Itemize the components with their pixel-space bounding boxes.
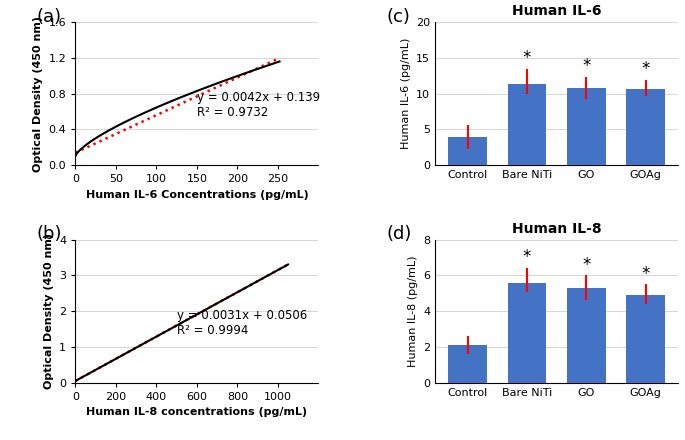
- Text: *: *: [641, 264, 650, 282]
- Y-axis label: Human IL-8 (pg/mL): Human IL-8 (pg/mL): [408, 256, 418, 367]
- Text: *: *: [582, 256, 590, 274]
- Bar: [508, 282, 546, 383]
- Y-axis label: Optical Density (450 nm): Optical Density (450 nm): [33, 15, 43, 172]
- Text: *: *: [523, 49, 531, 67]
- Title: Human IL-6: Human IL-6: [512, 4, 601, 18]
- Bar: [626, 295, 665, 383]
- X-axis label: Human IL-8 concentrations (pg/mL): Human IL-8 concentrations (pg/mL): [86, 407, 308, 418]
- Bar: [449, 345, 487, 383]
- Text: y = 0.0042x + 0.139
R² = 0.9732: y = 0.0042x + 0.139 R² = 0.9732: [197, 91, 320, 119]
- Text: *: *: [523, 249, 531, 267]
- X-axis label: Human IL-6 Concentrations (pg/mL): Human IL-6 Concentrations (pg/mL): [86, 190, 308, 200]
- Text: (c): (c): [386, 7, 410, 26]
- Bar: [567, 88, 606, 165]
- Bar: [508, 84, 546, 165]
- Text: (d): (d): [386, 225, 412, 243]
- Bar: [626, 89, 665, 165]
- Text: *: *: [582, 57, 590, 75]
- Text: (b): (b): [36, 225, 62, 243]
- Y-axis label: Optical Density (450 nm): Optical Density (450 nm): [44, 233, 53, 389]
- Text: y = 0.0031x + 0.0506
R² = 0.9994: y = 0.0031x + 0.0506 R² = 0.9994: [177, 309, 308, 337]
- Title: Human IL-8: Human IL-8: [512, 222, 601, 236]
- Bar: [567, 288, 606, 383]
- Y-axis label: Human IL-6 (pg/mL): Human IL-6 (pg/mL): [401, 38, 410, 149]
- Text: *: *: [641, 60, 650, 78]
- Bar: [449, 137, 487, 165]
- Text: (a): (a): [36, 7, 62, 26]
